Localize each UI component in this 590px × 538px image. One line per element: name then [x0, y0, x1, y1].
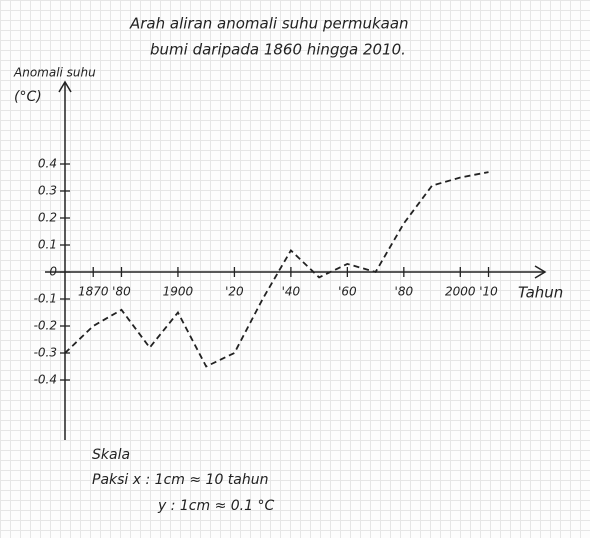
y-tick-label: -0.2	[34, 319, 57, 333]
y-axis-label: (°C)	[14, 89, 42, 105]
x-axis-arrow	[534, 265, 547, 279]
x-tick-label: 1900	[163, 285, 194, 299]
chart-title: Arah aliran anomali suhu permukaan	[129, 15, 409, 33]
x-tick-label: '10	[479, 285, 498, 299]
x-tick-label: '20	[225, 285, 244, 299]
y-tick-label: 0.1	[38, 238, 57, 252]
x-axis-label: Tahun	[518, 284, 563, 302]
y-tick-label: -0.3	[34, 346, 57, 360]
y-axis-label: Anomali suhu	[13, 66, 96, 80]
y-tick-label: -0.1	[34, 292, 57, 306]
x-tick-label: '60	[338, 285, 357, 299]
annotation: Skala	[92, 447, 130, 463]
y-tick-label: 0	[49, 265, 57, 279]
annotation: Paksi x : 1cm ≈ 10 tahun	[92, 472, 269, 488]
x-tick-label: 2000	[445, 285, 476, 299]
y-tick-label: -0.4	[34, 373, 57, 387]
x-tick-label: '80	[112, 285, 131, 299]
x-tick-label: 1870	[78, 285, 109, 299]
y-tick-label: 0.3	[38, 184, 57, 198]
annotation: y : 1cm ≈ 0.1 °C	[157, 498, 274, 514]
data-line	[64, 171, 489, 368]
y-tick-label: 0.2	[38, 211, 57, 225]
chart-title: bumi daripada 1860 hingga 2010.	[150, 41, 406, 59]
x-tick-label: '80	[395, 285, 414, 299]
x-tick-label: '40	[282, 285, 301, 299]
y-axis-arrow	[58, 80, 72, 93]
y-tick-label: 0.4	[38, 157, 57, 171]
